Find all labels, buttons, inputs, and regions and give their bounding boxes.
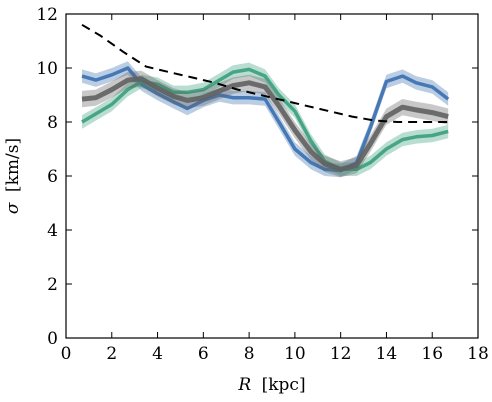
x-tick-label: 6 (198, 344, 209, 364)
series-3-dashed-line (81, 23, 449, 123)
series-0-line (81, 66, 450, 173)
x-tick-label: 18 (467, 344, 489, 364)
series-layer (81, 23, 450, 178)
ticks-layer: 0 2 4 6 8 10 12 14 16 18 0 2 4 6 8 10 12 (36, 5, 488, 364)
x-tick-label: 16 (421, 344, 443, 364)
x-tick-label: 8 (244, 344, 255, 364)
y-tick-label: 2 (47, 275, 58, 295)
x-tick-label: 14 (376, 344, 398, 364)
y-tick-label: 10 (36, 59, 58, 79)
y-tick-label: 4 (47, 221, 58, 241)
y-tick-label: 12 (36, 5, 58, 25)
y-tick-label: 8 (47, 113, 58, 133)
x-tick-label: 2 (106, 344, 117, 364)
y-tick-label: 0 (47, 329, 58, 349)
x-tick-label: 4 (152, 344, 163, 364)
x-axis-unit: [kpc] (262, 375, 306, 395)
y-axis-unit: [km/s] (3, 138, 23, 192)
x-tick-label: 12 (330, 344, 352, 364)
x-tick-label: 0 (61, 344, 72, 364)
x-axis-variable: R (237, 375, 251, 395)
x-tick-label: 10 (284, 344, 306, 364)
y-axis-label: σ [km/s] (3, 138, 23, 214)
y-axis-variable: σ (3, 202, 23, 214)
y-tick-label: 6 (47, 167, 58, 187)
series-2-line (81, 76, 449, 172)
x-axis-label: R [kpc] (237, 375, 305, 395)
